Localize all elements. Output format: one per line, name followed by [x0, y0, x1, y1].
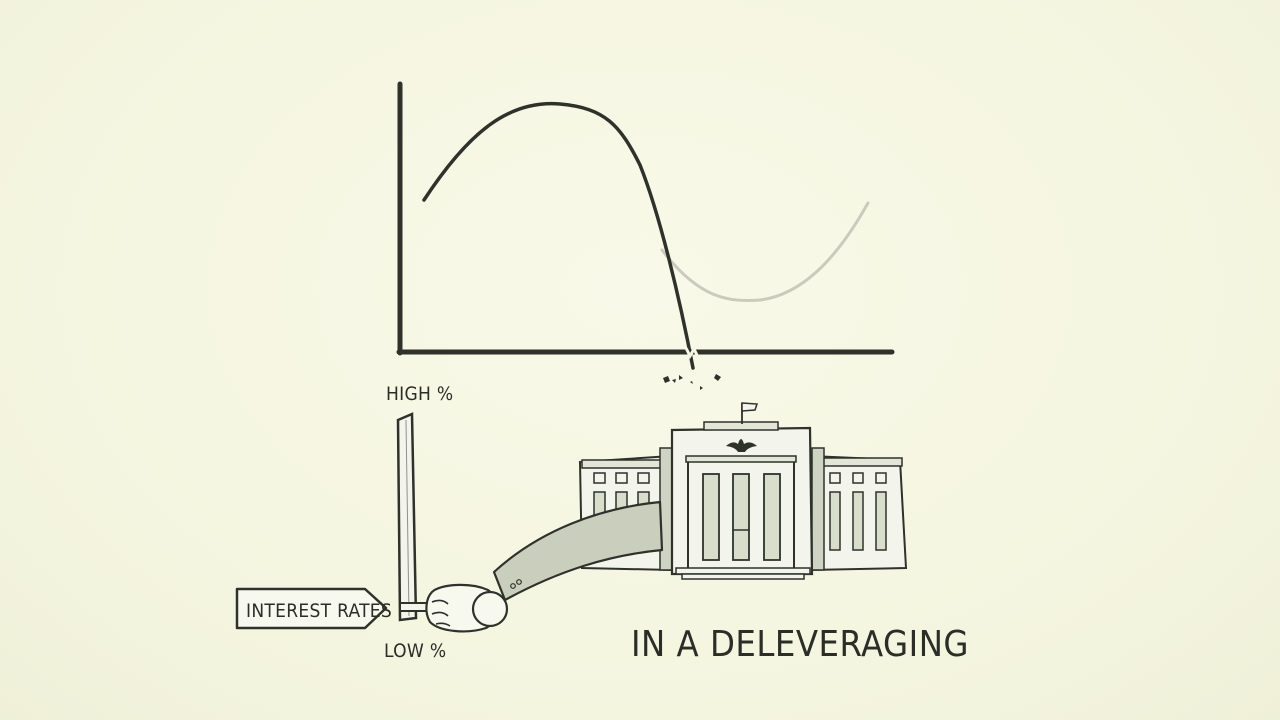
interest-rates-sign: INTEREST RATES: [235, 587, 392, 630]
high-label: HIGH %: [386, 383, 453, 405]
arm: [425, 500, 664, 633]
hand-icon: [425, 583, 509, 633]
arrow-sign: [235, 587, 388, 630]
low-label: LOW %: [384, 640, 446, 662]
central-bank-building-icon: [578, 402, 908, 580]
caption: IN A DELEVERAGING: [631, 624, 969, 665]
interest-rates-label: INTEREST RATES: [246, 600, 392, 622]
economy-chart: [396, 81, 895, 390]
projected-curve: [660, 201, 870, 302]
interest-rate-gauge: HIGH % LOW %: [384, 383, 453, 662]
flag-icon: [741, 402, 759, 424]
eagle-icon: [726, 439, 757, 452]
axis-crack: [684, 345, 700, 360]
sleeve: [492, 500, 664, 602]
economy-curve: [422, 101, 695, 370]
debris: [663, 374, 721, 390]
